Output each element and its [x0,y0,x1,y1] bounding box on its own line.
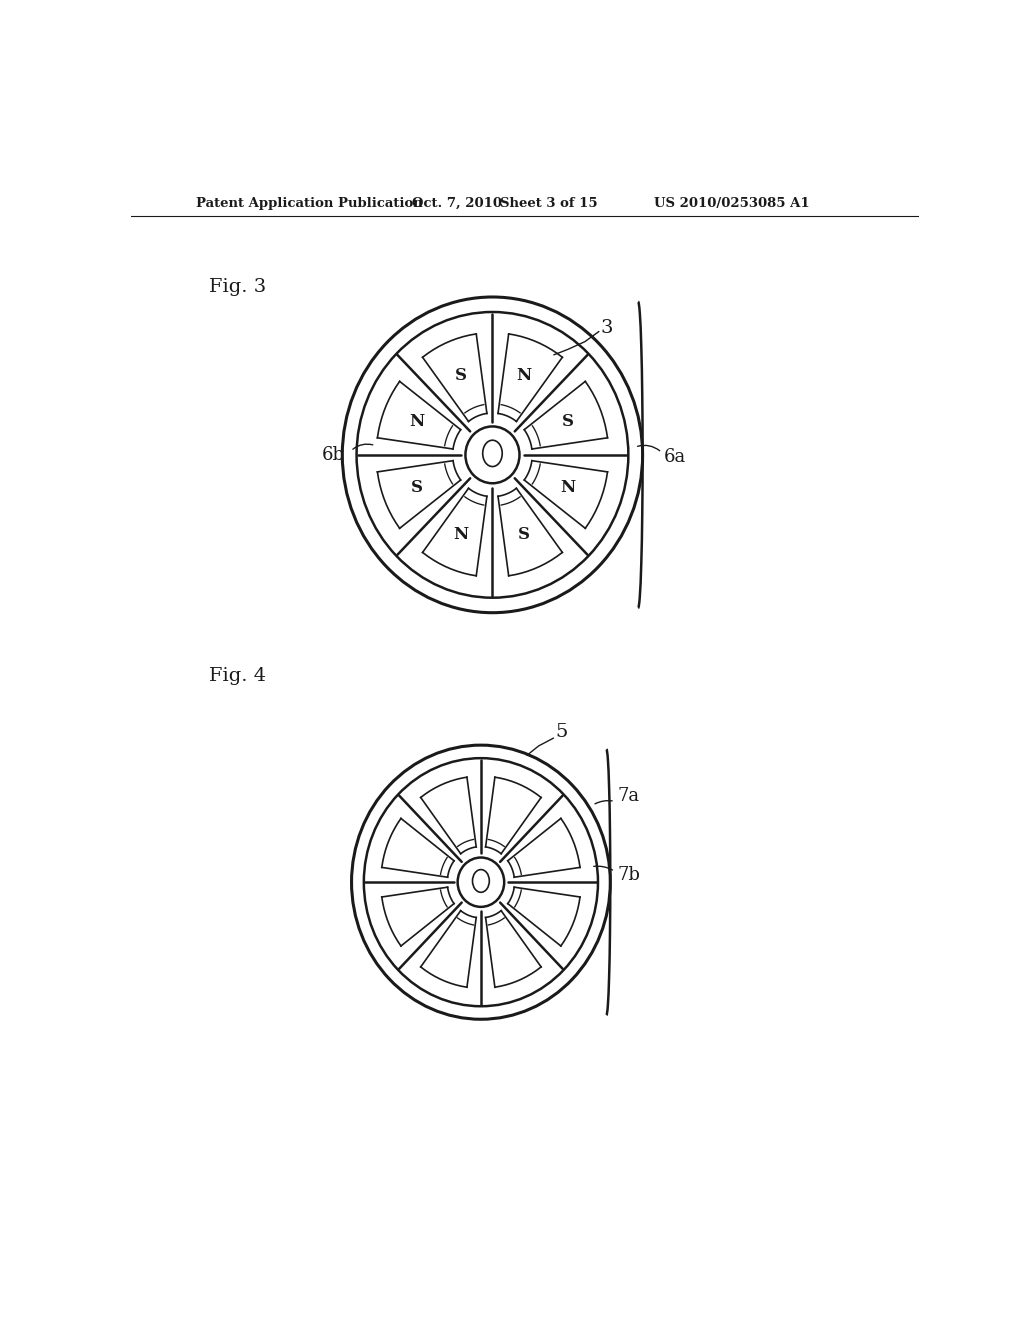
Text: N: N [560,479,575,496]
Text: Patent Application Publication: Patent Application Publication [196,197,423,210]
Text: N: N [454,525,469,543]
Text: Sheet 3 of 15: Sheet 3 of 15 [500,197,598,210]
Text: 3: 3 [600,319,612,337]
Text: N: N [516,367,531,384]
Text: 6a: 6a [665,449,686,466]
Text: Fig. 4: Fig. 4 [209,667,266,685]
Text: Fig. 3: Fig. 3 [209,277,266,296]
Text: S: S [518,525,529,543]
Text: N: N [410,413,424,430]
Text: 6b: 6b [322,446,344,463]
Text: Oct. 7, 2010: Oct. 7, 2010 [412,197,502,210]
Text: S: S [455,367,467,384]
Text: 5: 5 [556,723,568,741]
Text: 7b: 7b [617,866,640,883]
Text: US 2010/0253085 A1: US 2010/0253085 A1 [654,197,810,210]
Text: 7a: 7a [617,787,639,805]
Text: S: S [411,479,423,496]
Text: S: S [562,413,574,430]
